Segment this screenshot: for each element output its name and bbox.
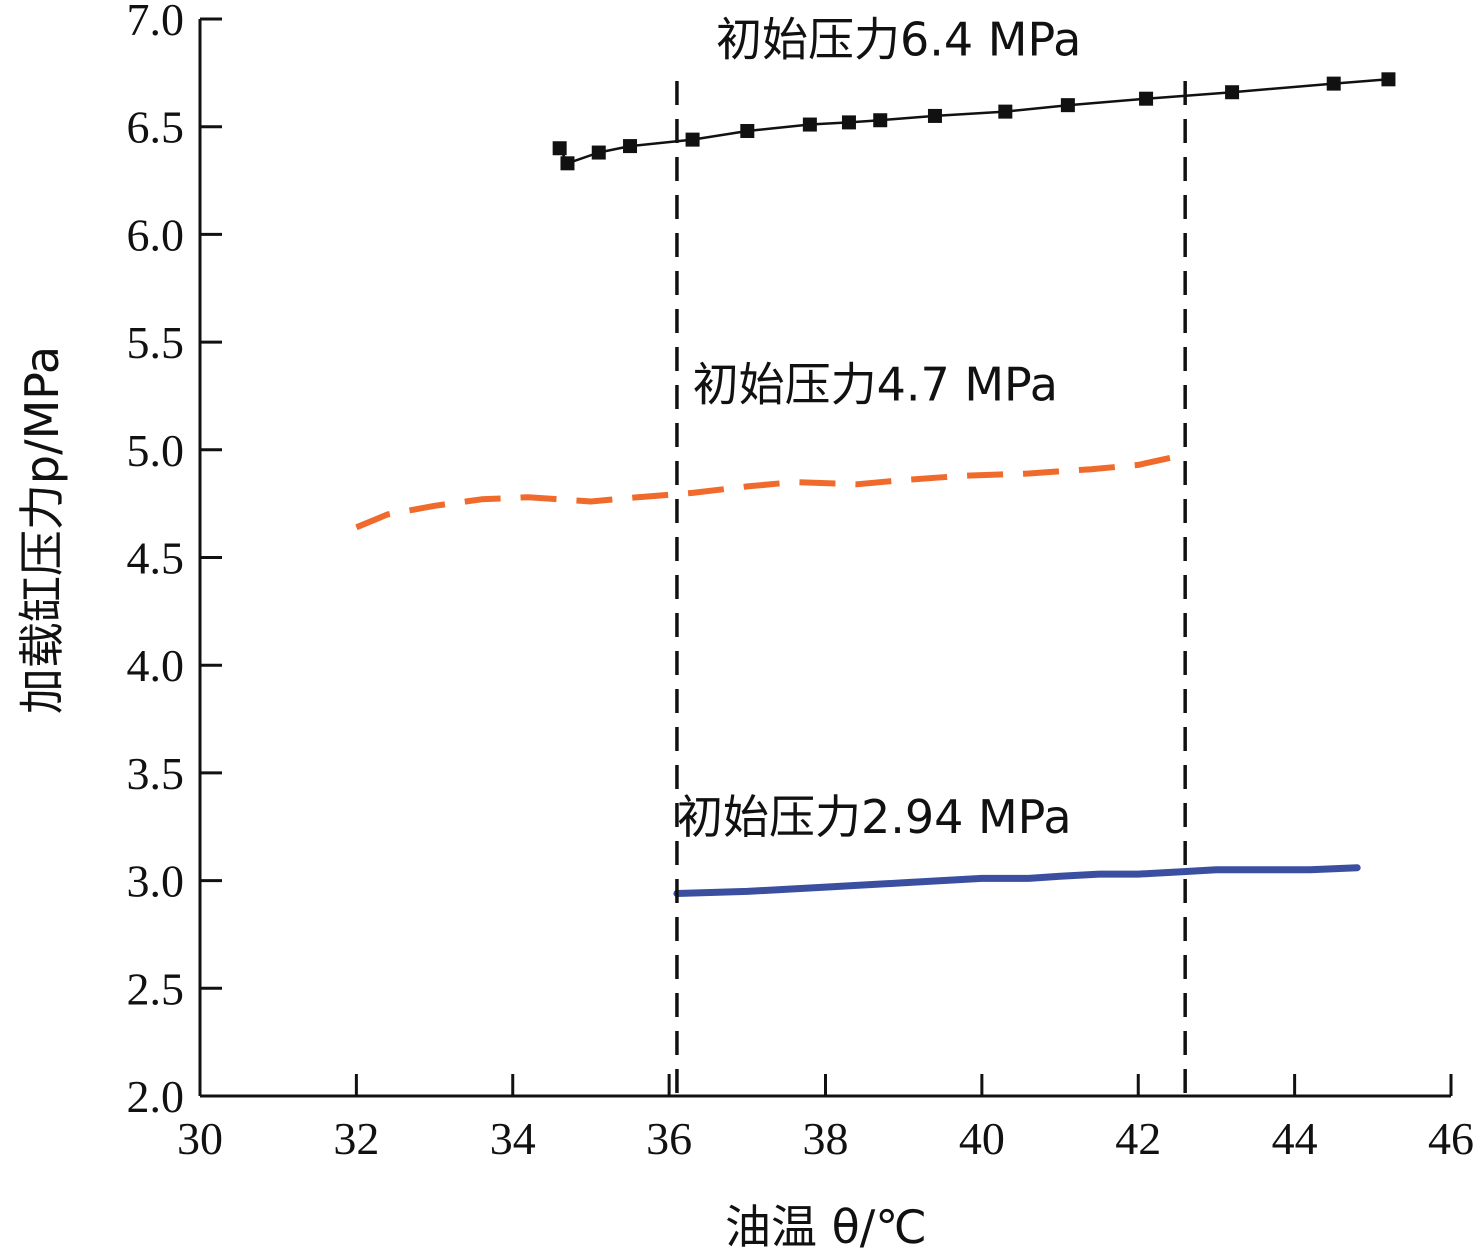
y-tick-label: 4.5: [127, 533, 185, 584]
series-point: [1381, 72, 1396, 87]
x-tick-label: 44: [1272, 1113, 1318, 1164]
series-point: [740, 124, 755, 139]
series-point: [1060, 98, 1075, 113]
series-point: [1139, 91, 1154, 106]
x-tick-label: 38: [803, 1113, 849, 1164]
series-layer: [355, 72, 1396, 897]
y-tick-label: 3.0: [127, 856, 185, 907]
series-point: [560, 156, 575, 171]
x-tick-label: 32: [333, 1113, 379, 1164]
series-point: [591, 145, 606, 160]
y-tick-label: 5.0: [127, 425, 185, 476]
y-tick-label: 2.5: [127, 963, 185, 1014]
y-tick-label: 7.0: [127, 0, 185, 45]
series-point: [1225, 85, 1240, 100]
x-tick-label: 36: [646, 1113, 692, 1164]
series-point: [1326, 76, 1341, 91]
vertical-marker-layer: [675, 81, 1187, 1096]
x-tick-label: 40: [959, 1113, 1005, 1164]
series-annotation-3: 初始压力2.94 MPa: [677, 790, 1072, 844]
x-tick-label: 34: [490, 1113, 536, 1164]
x-tick-label: 30: [177, 1113, 223, 1164]
y-tick-label: 6.5: [127, 102, 185, 153]
axes: [198, 17, 1453, 1098]
series-point: [623, 139, 638, 154]
series-point: [927, 108, 942, 123]
series-annotation-1: 初始压力6.4 MPa: [716, 13, 1081, 67]
series-point: [841, 115, 856, 130]
series-point: [998, 104, 1013, 119]
y-tick-label: 6.0: [127, 209, 185, 260]
series-point: [552, 141, 567, 156]
series-line-1: [558, 78, 1389, 165]
y-tick-label: 5.5: [127, 317, 185, 368]
series-point: [685, 132, 700, 147]
series-line-2: [355, 453, 1178, 531]
series-point: [802, 117, 817, 132]
x-tick-label: 42: [1115, 1113, 1161, 1164]
series-annotation-2: 初始压力4.7 MPa: [693, 357, 1058, 411]
x-axis-title: 油温 θ/℃: [725, 1200, 927, 1254]
y-tick-label: 3.5: [127, 748, 185, 799]
y-axis-title: 加载缸压力p/MPa: [15, 346, 69, 714]
y-tick-label: 2.0: [127, 1071, 185, 1122]
x-tick-label: 46: [1428, 1113, 1474, 1164]
labels: 30 32 34 36 38 40 42 44 46 2.0 2.5 3.0 3.5 4.0 4.5 5.0 5…: [127, 0, 1475, 1164]
series-point: [873, 113, 888, 128]
series-line-3: [673, 864, 1361, 897]
y-tick-label: 4.0: [127, 640, 185, 691]
